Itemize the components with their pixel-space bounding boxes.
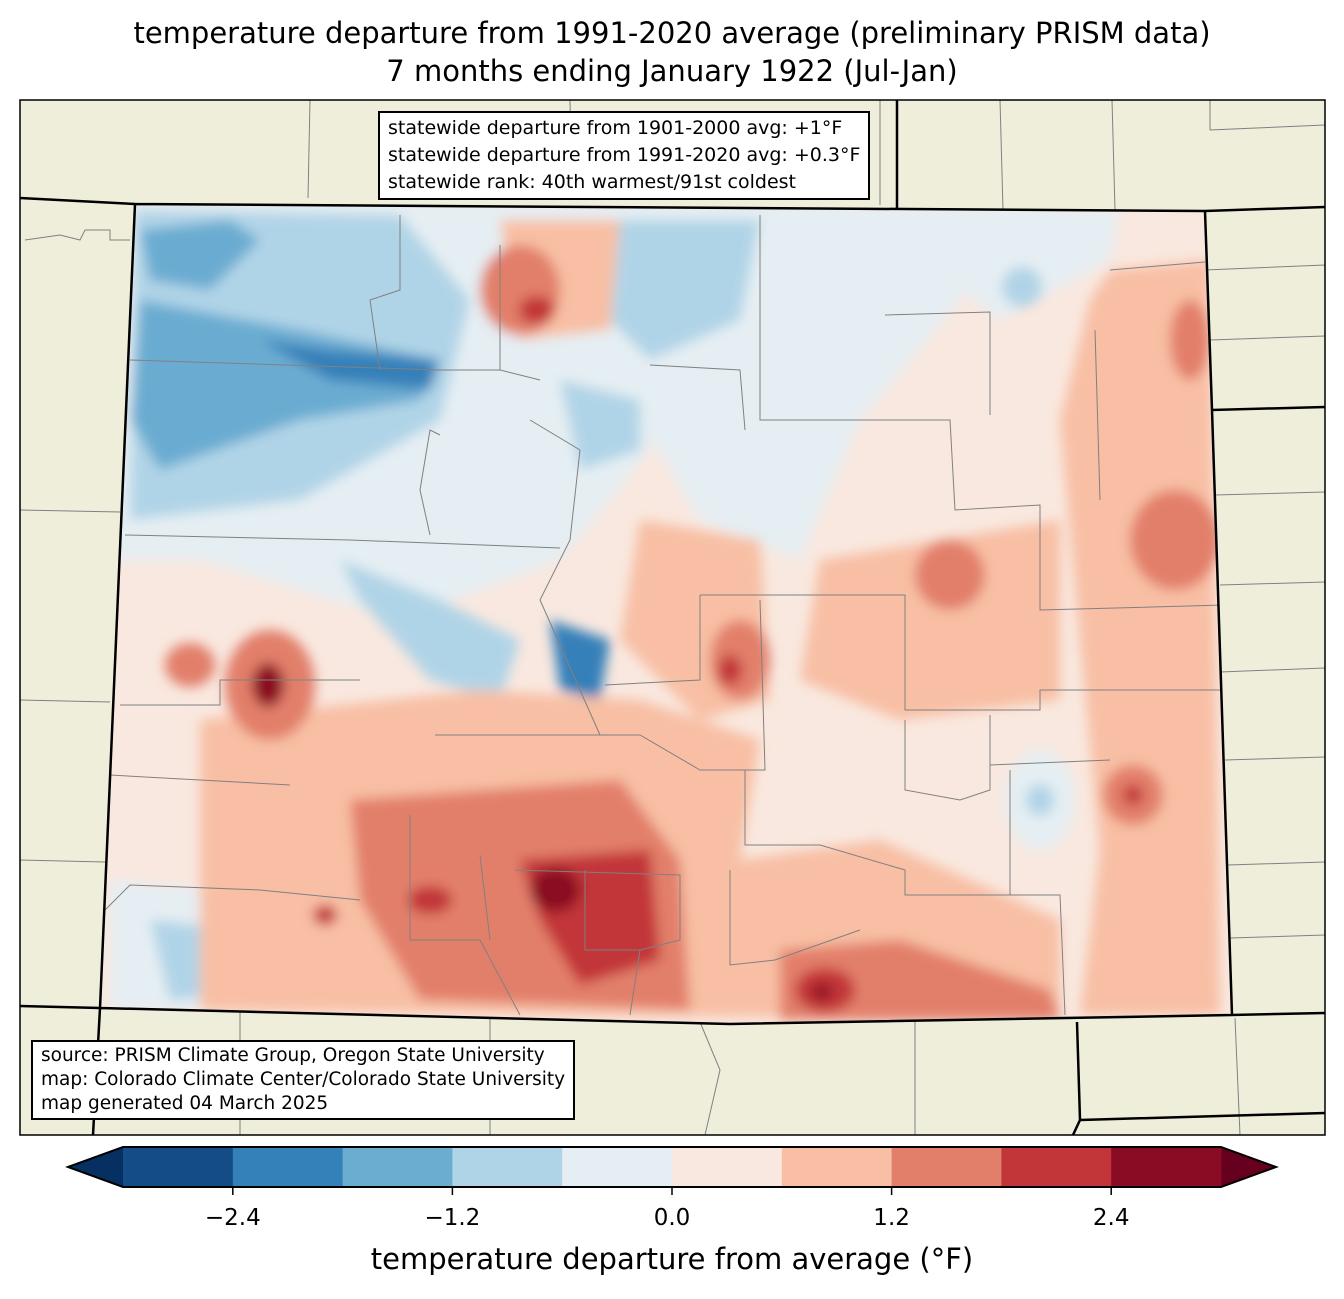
colorbar-under-extension bbox=[68, 1147, 123, 1187]
county-boundaries bbox=[104, 215, 1226, 1016]
colorbar-bin bbox=[672, 1147, 783, 1187]
colorbar-bin bbox=[781, 1147, 893, 1187]
stats-line-rank: statewide rank: 40th warmest/91st coldes… bbox=[388, 171, 797, 193]
colorbar-over-extension bbox=[1221, 1147, 1276, 1187]
colorbar-tick-label: 1.2 bbox=[873, 1205, 910, 1231]
colorbar-bin bbox=[1001, 1147, 1112, 1187]
source-box: source: PRISM Climate Group, Oregon Stat… bbox=[31, 1040, 576, 1120]
colorbar-bin bbox=[232, 1147, 344, 1187]
colorbar-bin bbox=[342, 1147, 453, 1187]
colorbar-label: temperature departure from average (°F) bbox=[370, 1242, 974, 1276]
colorbar-bin bbox=[1111, 1147, 1222, 1187]
stats-line-1901-2000: statewide departure from 1901-2000 avg: … bbox=[388, 117, 843, 139]
colorbar-bin bbox=[562, 1147, 673, 1187]
source-line: source: PRISM Climate Group, Oregon Stat… bbox=[41, 1045, 545, 1066]
map-title: temperature departure from 1991-2020 ave… bbox=[133, 16, 1211, 50]
colorbar-tick-label: 0.0 bbox=[653, 1205, 691, 1231]
colorbar-tick-label: −2.4 bbox=[204, 1205, 261, 1231]
colorbar bbox=[65, 1146, 1279, 1195]
map-subtitle: 7 months ending January 1922 (Jul-Jan) bbox=[386, 54, 958, 88]
state-boundaries bbox=[19, 100, 1326, 1136]
colorbar-bin bbox=[452, 1147, 563, 1187]
colorbar-tick-label: 2.4 bbox=[1092, 1205, 1130, 1231]
colorbar-outline bbox=[65, 1146, 1279, 1188]
generated-date-line: map generated 04 March 2025 bbox=[41, 1093, 329, 1114]
map-frame bbox=[19, 99, 1326, 1136]
map-credit-line: map: Colorado Climate Center/Colorado St… bbox=[41, 1069, 566, 1090]
statewide-stats-box: statewide departure from 1901-2000 avg: … bbox=[378, 111, 871, 200]
colorbar-tick-label: −1.2 bbox=[424, 1205, 481, 1231]
colorbar-bin bbox=[123, 1147, 234, 1187]
colorbar-bin bbox=[891, 1147, 1002, 1187]
temperature-departure-field bbox=[100, 204, 1232, 1024]
stats-line-1991-2020: statewide departure from 1991-2020 avg: … bbox=[388, 144, 861, 166]
